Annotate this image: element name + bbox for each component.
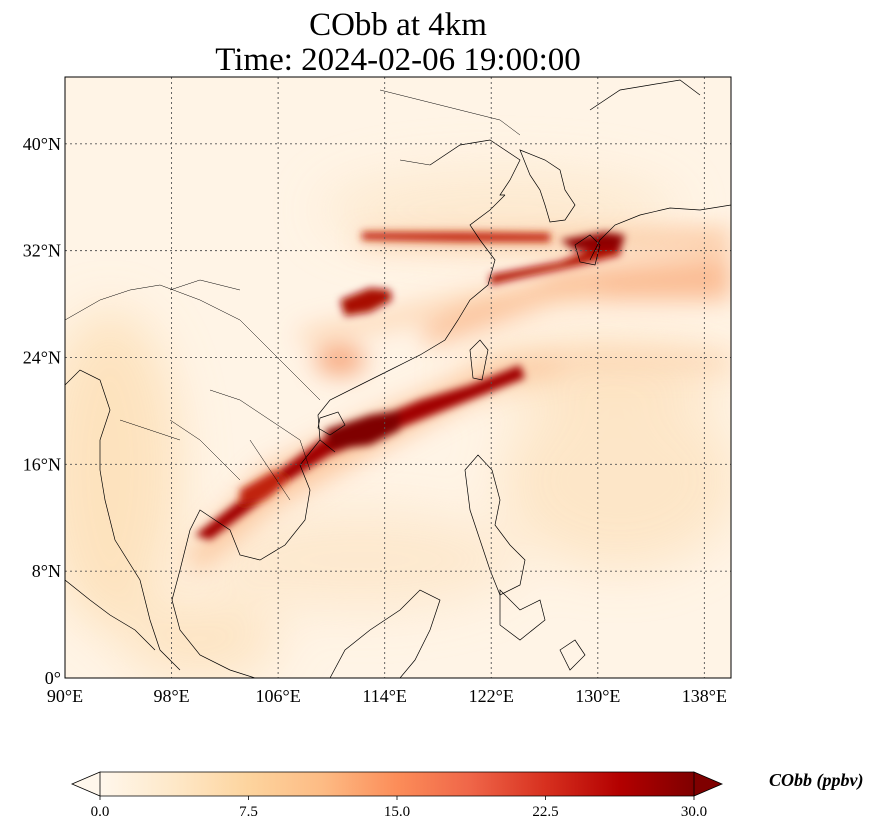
map-title-line2: Time: 2024-02-06 19:00:00 bbox=[215, 42, 581, 78]
y-axis-ticks: 0° 8°N 16°N 24°N 32°N 40°N bbox=[23, 134, 61, 688]
colorbar-ticks: 0.0 7.5 15.0 22.5 30.0 bbox=[91, 796, 707, 820]
y-tick-label: 40°N bbox=[23, 134, 61, 154]
country-borders bbox=[65, 89, 521, 501]
x-tick-label: 98°E bbox=[153, 686, 189, 706]
colorbar-tick-label: 7.5 bbox=[239, 804, 258, 820]
colorbar-label: CObb (ppbv) bbox=[769, 770, 864, 790]
map-title-line1: CObb at 4km bbox=[309, 7, 487, 43]
coastlines bbox=[65, 79, 731, 678]
x-axis-ticks: 90°E 98°E 106°E 114°E 122°E 130°E 138°E bbox=[47, 686, 727, 706]
y-tick-label: 8°N bbox=[32, 561, 61, 581]
x-tick-label: 90°E bbox=[47, 686, 83, 706]
colorbar-tick-label: 15.0 bbox=[384, 804, 410, 820]
concentration-field bbox=[65, 77, 731, 678]
x-tick-label: 122°E bbox=[469, 686, 514, 706]
y-tick-label: 32°N bbox=[23, 241, 61, 261]
y-tick-label: 16°N bbox=[23, 454, 61, 474]
y-tick-label: 24°N bbox=[23, 347, 61, 367]
x-tick-label: 114°E bbox=[362, 686, 407, 706]
colorbar: 0.0 7.5 15.0 22.5 30.0 bbox=[70, 771, 724, 820]
x-tick-label: 130°E bbox=[575, 686, 620, 706]
y-tick-label: 0° bbox=[45, 668, 61, 688]
colorbar-tick-label: 22.5 bbox=[532, 804, 558, 820]
colorbar-gradient bbox=[100, 772, 694, 796]
colorbar-extend-max bbox=[693, 771, 724, 797]
colorbar-tick-label: 30.0 bbox=[681, 804, 707, 820]
x-tick-label: 138°E bbox=[682, 686, 727, 706]
gridlines bbox=[65, 77, 731, 678]
colorbar-extend-min bbox=[70, 771, 101, 797]
colorbar-tick-label: 0.0 bbox=[91, 804, 110, 820]
map-frame bbox=[64, 76, 732, 679]
x-tick-label: 106°E bbox=[256, 686, 301, 706]
